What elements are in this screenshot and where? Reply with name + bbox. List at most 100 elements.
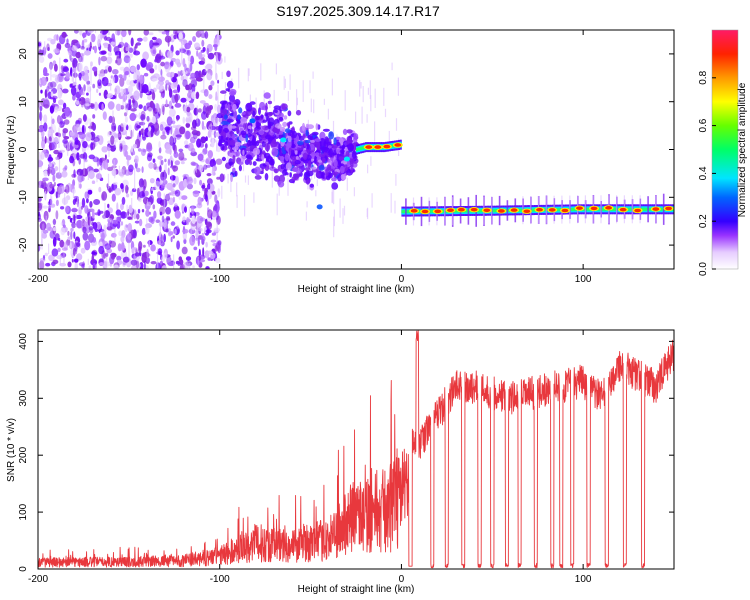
noise-blob: [164, 126, 171, 131]
noise-blob: [199, 179, 203, 186]
noise-blob: [141, 84, 149, 94]
noise-blob: [75, 51, 81, 59]
noise-blob: [132, 151, 136, 155]
noise-streak: [124, 94, 126, 110]
signal-blob: [279, 112, 284, 119]
noise-blob: [214, 204, 218, 212]
noise-blob: [152, 106, 156, 117]
noise-blob: [73, 214, 76, 224]
chart-title: S197.2025.309.14.17.R17: [276, 3, 440, 19]
noise-blob: [82, 141, 88, 149]
noise-blob: [124, 150, 129, 157]
noise-blob: [92, 222, 98, 230]
noise-blob: [42, 177, 49, 182]
noise-streak: [271, 170, 273, 188]
noise-blob: [43, 114, 48, 124]
noise-blob: [103, 44, 109, 49]
noise-blob: [177, 70, 181, 77]
noise-blob: [158, 63, 162, 73]
signal-blob: [269, 111, 274, 116]
noise-blob: [174, 203, 178, 208]
signal-blob: [282, 121, 288, 127]
noise-blob: [119, 168, 125, 178]
signal-blob: [269, 156, 274, 165]
noise-blob: [49, 105, 55, 114]
noise-blob: [61, 170, 68, 178]
spectrogram-xtick-label: -200: [28, 274, 48, 285]
signal-blob: [318, 164, 325, 171]
signal-blob: [309, 143, 315, 150]
carrier-spike-faint: [616, 195, 618, 224]
noise-streak: [87, 258, 89, 265]
signal-blob: [286, 122, 291, 127]
noise-blob: [165, 193, 170, 202]
noise-streak: [244, 175, 247, 183]
noise-blob: [101, 232, 105, 242]
noise-streak: [159, 220, 161, 238]
noise-blob: [98, 245, 105, 255]
signal-blob: [301, 144, 304, 151]
carrier-peak: [457, 207, 465, 212]
noise-blob: [49, 142, 52, 151]
noise-blob: [176, 115, 179, 122]
noise-blob: [128, 30, 132, 36]
noise-blob: [156, 197, 163, 205]
noise-streak: [395, 174, 397, 186]
noise-streak: [128, 242, 130, 259]
signal-blob: [226, 132, 230, 138]
noise-blob: [216, 176, 221, 180]
noise-blob: [143, 72, 149, 77]
noise-blob: [58, 237, 61, 242]
noise-blob: [92, 122, 96, 131]
noise-blob: [198, 227, 203, 232]
noise-blob: [98, 228, 105, 232]
noise-blob: [56, 255, 63, 260]
signal-blob: [318, 153, 326, 158]
signal-blob: [350, 166, 354, 174]
noise-blob: [39, 260, 45, 269]
noise-streak: [58, 127, 60, 148]
noise-blob: [122, 256, 130, 263]
carrier-peak: [652, 207, 660, 211]
signal-blob: [345, 150, 350, 158]
noise-blob: [38, 53, 41, 59]
noise-streak: [224, 82, 227, 96]
noise-blob: [59, 120, 65, 127]
noise-blob: [78, 132, 86, 140]
noise-blob: [111, 193, 116, 202]
noise-blob: [104, 210, 110, 219]
noise-blob: [101, 103, 104, 111]
noise-streak: [366, 208, 368, 218]
noise-blob: [186, 176, 194, 185]
noise-blob: [52, 236, 57, 247]
noise-blob: [39, 105, 43, 112]
noise-blob: [145, 223, 153, 229]
signal-blob: [338, 156, 344, 161]
noise-blob: [41, 223, 45, 231]
noise-blob: [69, 241, 72, 249]
noise-streak: [371, 193, 373, 208]
noise-blob: [86, 84, 91, 89]
noise-blob: [115, 103, 122, 112]
signal-blob: [252, 110, 256, 118]
noise-blob: [92, 265, 95, 269]
carrier-lower-center: [570, 208, 573, 211]
signal-blob: [262, 119, 267, 123]
signal-blob: [315, 141, 321, 149]
noise-blob: [55, 210, 59, 220]
spectrogram-ytick-label: -10: [18, 190, 29, 205]
noise-blob: [140, 148, 146, 156]
noise-streak: [89, 118, 91, 136]
noise-blob: [91, 180, 96, 184]
noise-blob: [107, 219, 111, 229]
noise-blob: [205, 63, 213, 71]
noise-blob: [125, 184, 129, 194]
noise-blob: [85, 97, 90, 103]
noise-streak: [309, 80, 311, 94]
noise-blob: [191, 91, 197, 100]
noise-streak: [210, 182, 212, 198]
noise-streak: [296, 89, 298, 111]
noise-blob: [170, 221, 176, 226]
noise-blob: [81, 91, 85, 96]
